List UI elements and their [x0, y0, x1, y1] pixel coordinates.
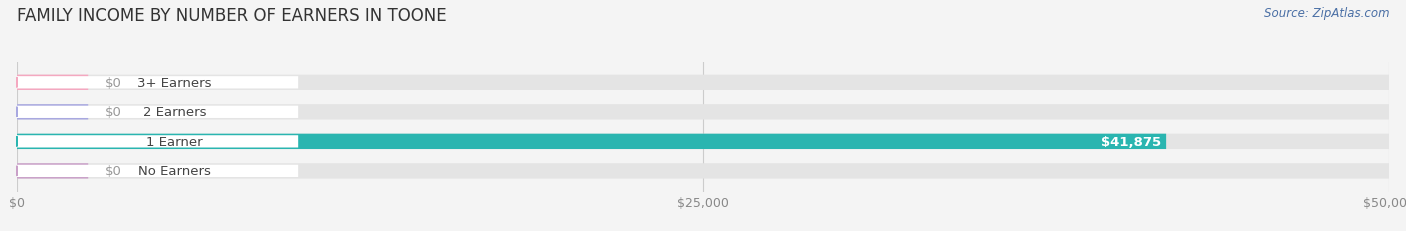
- FancyBboxPatch shape: [17, 164, 1389, 179]
- FancyBboxPatch shape: [17, 75, 89, 91]
- Text: $0: $0: [104, 76, 121, 89]
- FancyBboxPatch shape: [17, 105, 89, 120]
- Text: 1 Earner: 1 Earner: [146, 135, 202, 148]
- FancyBboxPatch shape: [17, 75, 1389, 91]
- FancyBboxPatch shape: [17, 136, 298, 148]
- Text: $41,875: $41,875: [1101, 135, 1160, 148]
- Text: 2 Earners: 2 Earners: [142, 106, 207, 119]
- FancyBboxPatch shape: [17, 105, 1389, 120]
- FancyBboxPatch shape: [17, 106, 298, 119]
- FancyBboxPatch shape: [17, 164, 89, 179]
- Text: FAMILY INCOME BY NUMBER OF EARNERS IN TOONE: FAMILY INCOME BY NUMBER OF EARNERS IN TO…: [17, 7, 447, 25]
- Text: $0: $0: [104, 165, 121, 178]
- FancyBboxPatch shape: [17, 77, 298, 89]
- Text: 3+ Earners: 3+ Earners: [138, 76, 212, 89]
- Text: No Earners: No Earners: [138, 165, 211, 178]
- Text: Source: ZipAtlas.com: Source: ZipAtlas.com: [1264, 7, 1389, 20]
- FancyBboxPatch shape: [17, 134, 1166, 149]
- FancyBboxPatch shape: [17, 165, 298, 177]
- FancyBboxPatch shape: [17, 134, 1389, 149]
- Text: $0: $0: [104, 106, 121, 119]
